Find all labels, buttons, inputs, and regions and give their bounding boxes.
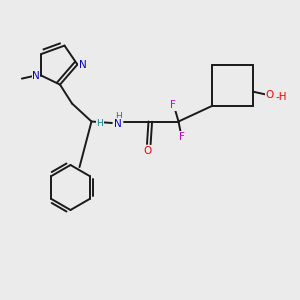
Text: O: O [265,90,274,100]
Text: F: F [178,131,184,142]
Text: N: N [79,59,87,70]
Text: H: H [115,112,122,121]
Text: O: O [143,146,151,156]
Text: N: N [114,119,122,129]
Text: -H: -H [275,92,286,102]
Text: H: H [97,118,103,127]
Text: F: F [170,100,176,110]
Text: N: N [32,70,40,81]
